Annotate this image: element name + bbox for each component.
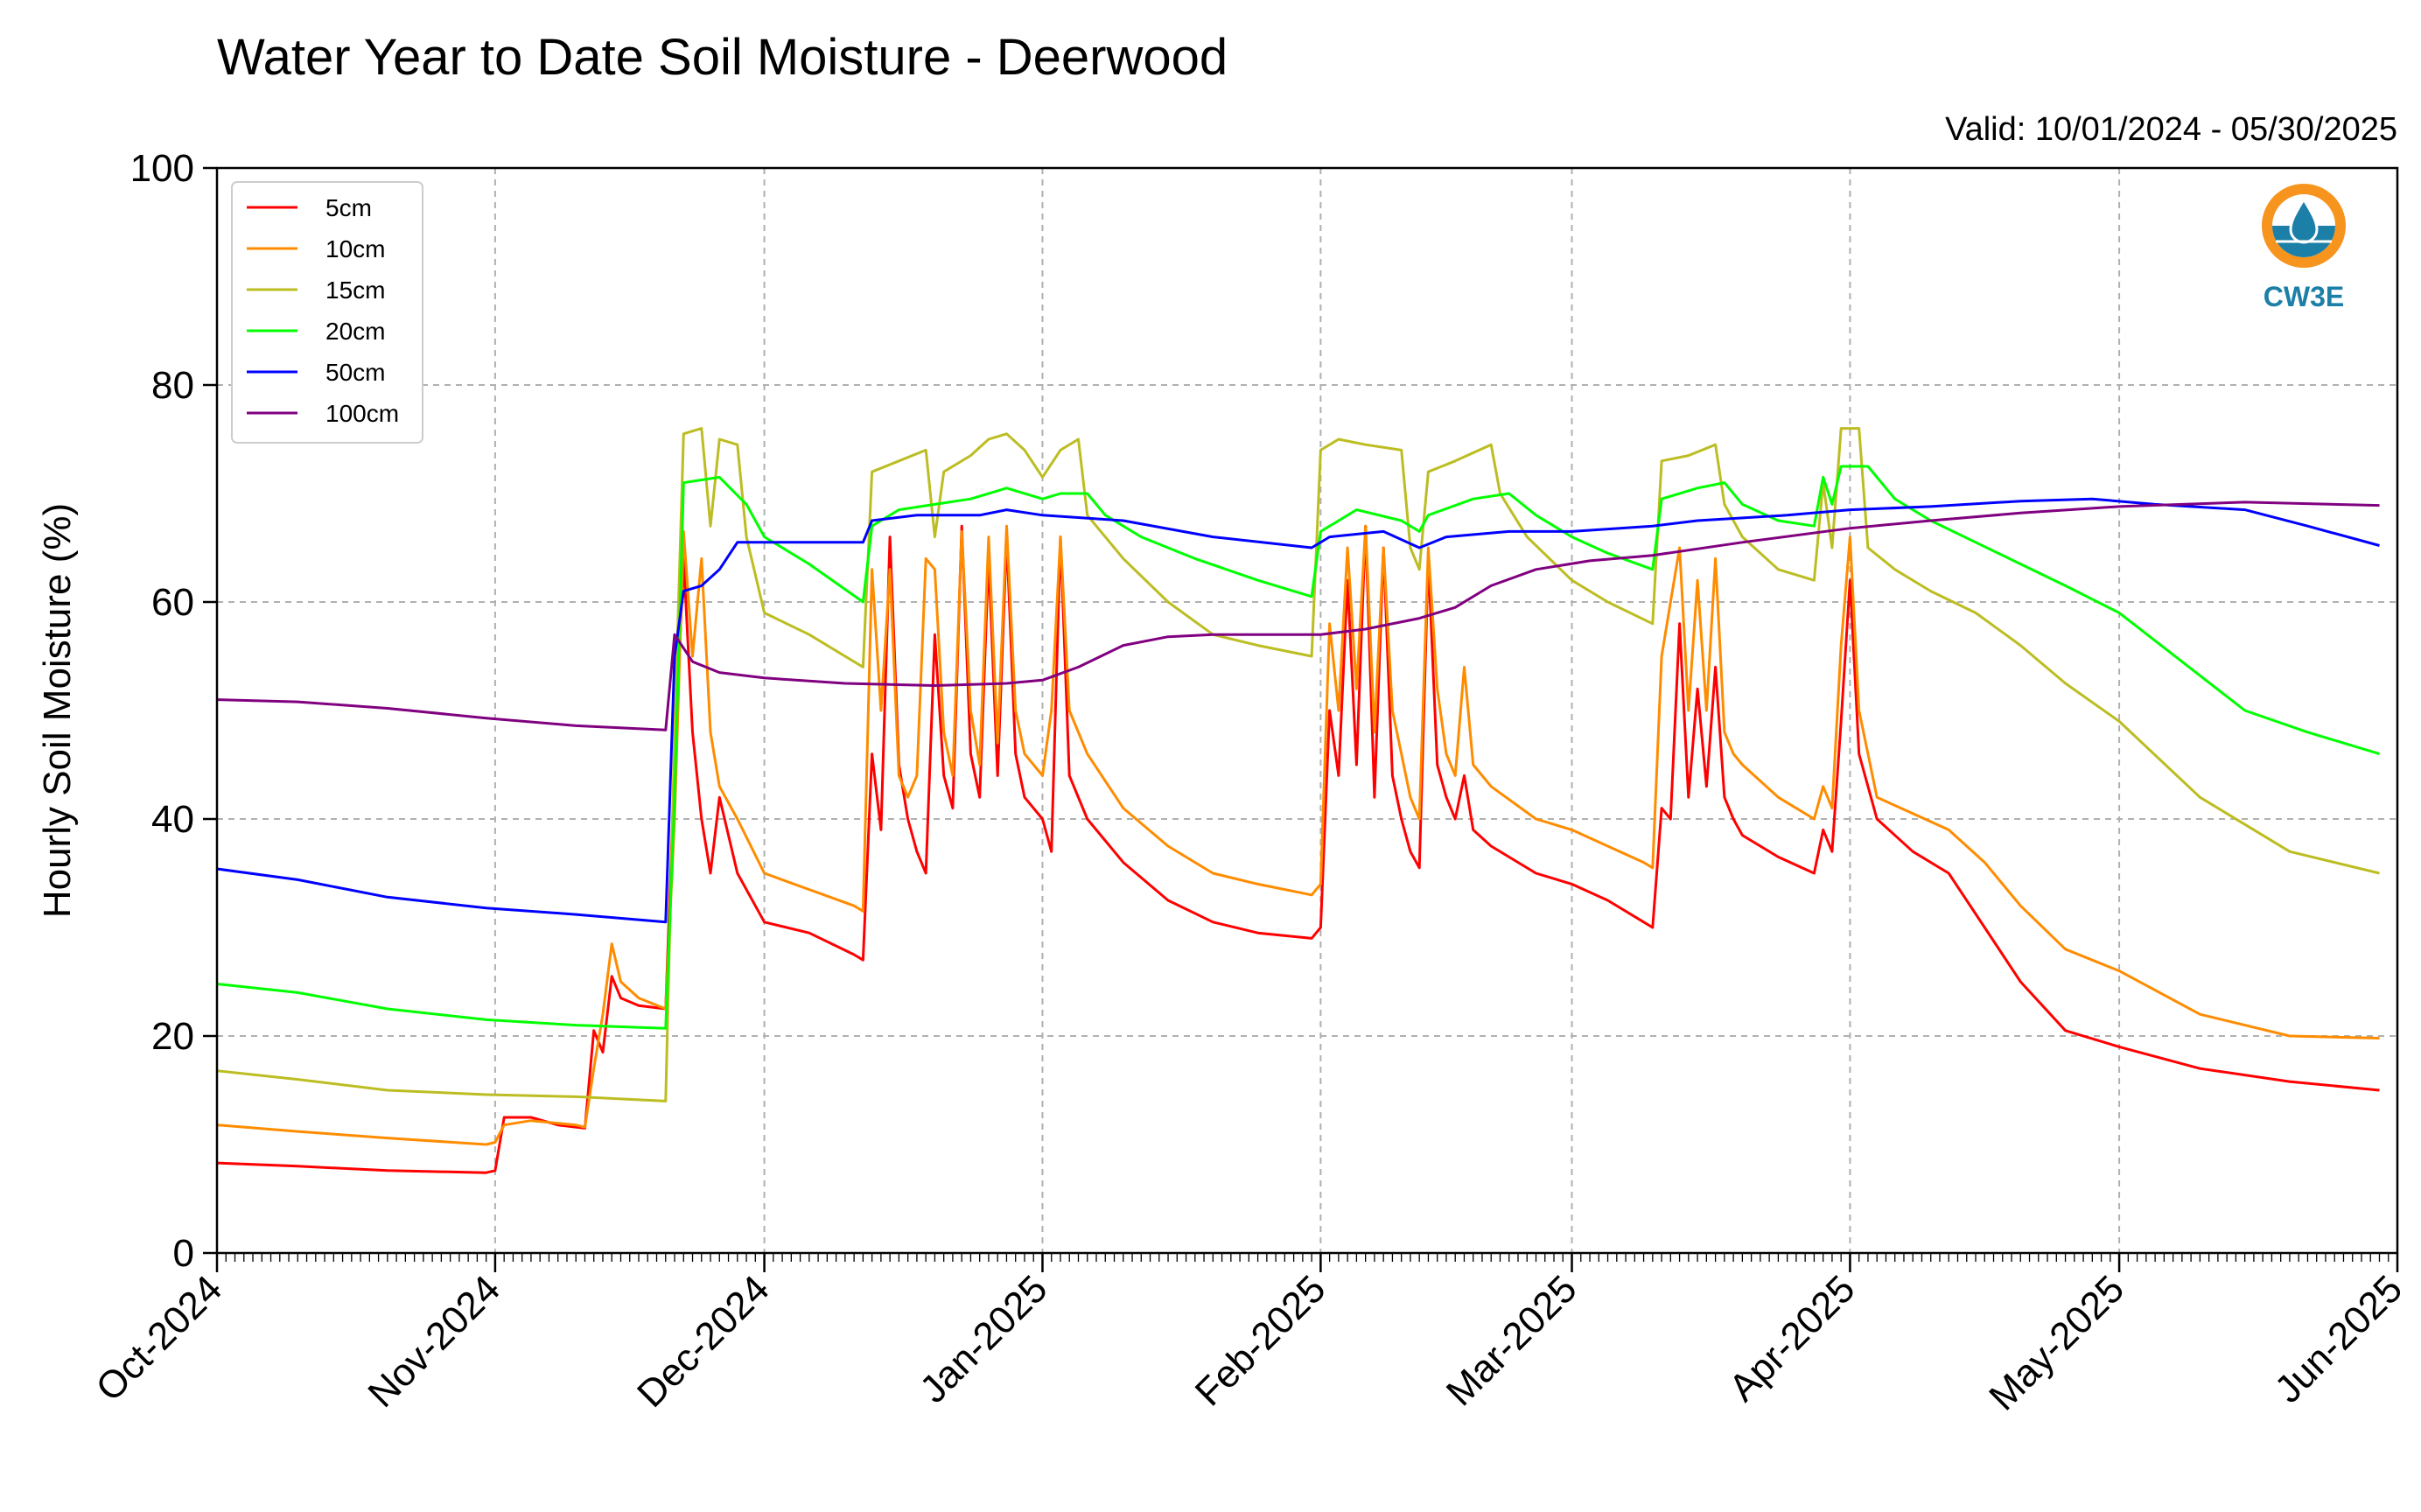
series-line-50cm (216, 497, 2380, 924)
series-line-100cm (216, 500, 2380, 732)
legend-label-50cm: 50cm (325, 359, 385, 386)
y-axis-label: Hourly Soil Moisture (%) (36, 503, 79, 918)
y-tick-label: 40 (151, 798, 194, 841)
plot-frame (215, 166, 2399, 1255)
legend-label-10cm: 10cm (325, 235, 385, 262)
legend: 5cm 10cm 15cm 20cm 50cm 100cm (231, 181, 423, 444)
series-line-10cm (216, 524, 2380, 1146)
grid-lines (217, 168, 2397, 1253)
legend-label-100cm: 100cm (325, 400, 399, 427)
legend-label-5cm: 5cm (325, 194, 372, 221)
y-tick-label: 60 (151, 581, 194, 624)
legend-label-20cm: 20cm (325, 318, 385, 345)
chart-subtitle: Valid: 10/01/2024 - 05/30/2025 (1945, 111, 2397, 148)
legend-label-15cm: 15cm (325, 276, 385, 304)
data-series (216, 427, 2380, 1174)
y-tick-label: 80 (151, 364, 194, 407)
chart-title: Water Year to Date Soil Moisture - Deerw… (217, 29, 1228, 86)
y-tick-label: 0 (173, 1232, 194, 1275)
cw3e-logo: CW3E (2262, 184, 2346, 312)
series-line-20cm (216, 465, 2380, 1030)
y-tick-label: 100 (130, 147, 194, 190)
series-line-5cm (216, 524, 2380, 1174)
y-tick-label: 20 (151, 1015, 194, 1058)
logo-text: CW3E (2264, 281, 2344, 312)
series-line-15cm (216, 427, 2380, 1102)
